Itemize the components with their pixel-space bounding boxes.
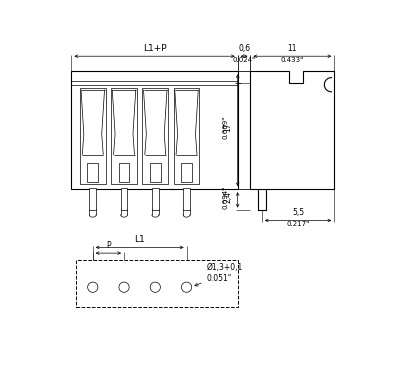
Text: P: P	[106, 241, 111, 250]
Bar	[80, 88, 106, 183]
Bar	[89, 188, 96, 210]
Bar	[119, 163, 129, 182]
Bar	[152, 188, 159, 210]
Text: 2,4: 2,4	[224, 191, 232, 203]
Text: 0.433": 0.433"	[281, 57, 304, 63]
Text: 0.669": 0.669"	[222, 116, 228, 139]
Text: Ø1,3+0,1
0.051": Ø1,3+0,1 0.051"	[195, 263, 243, 286]
Bar	[121, 188, 128, 210]
Text: 11: 11	[288, 44, 297, 53]
Text: 0,6: 0,6	[238, 44, 250, 53]
Text: 0.024": 0.024"	[232, 57, 256, 63]
Bar	[174, 88, 199, 183]
Bar	[142, 88, 168, 183]
Text: L1: L1	[134, 235, 145, 244]
Text: 0.094": 0.094"	[222, 185, 228, 208]
Bar	[150, 163, 161, 182]
Bar	[87, 163, 98, 182]
Text: 17: 17	[224, 123, 232, 132]
Text: 5,5: 5,5	[292, 208, 304, 217]
Bar	[72, 71, 238, 189]
Text: 0.217": 0.217"	[286, 221, 310, 227]
Bar	[183, 188, 190, 210]
Bar	[111, 88, 137, 183]
Bar	[76, 260, 238, 307]
Text: L1+P: L1+P	[143, 44, 166, 53]
Bar	[181, 163, 192, 182]
